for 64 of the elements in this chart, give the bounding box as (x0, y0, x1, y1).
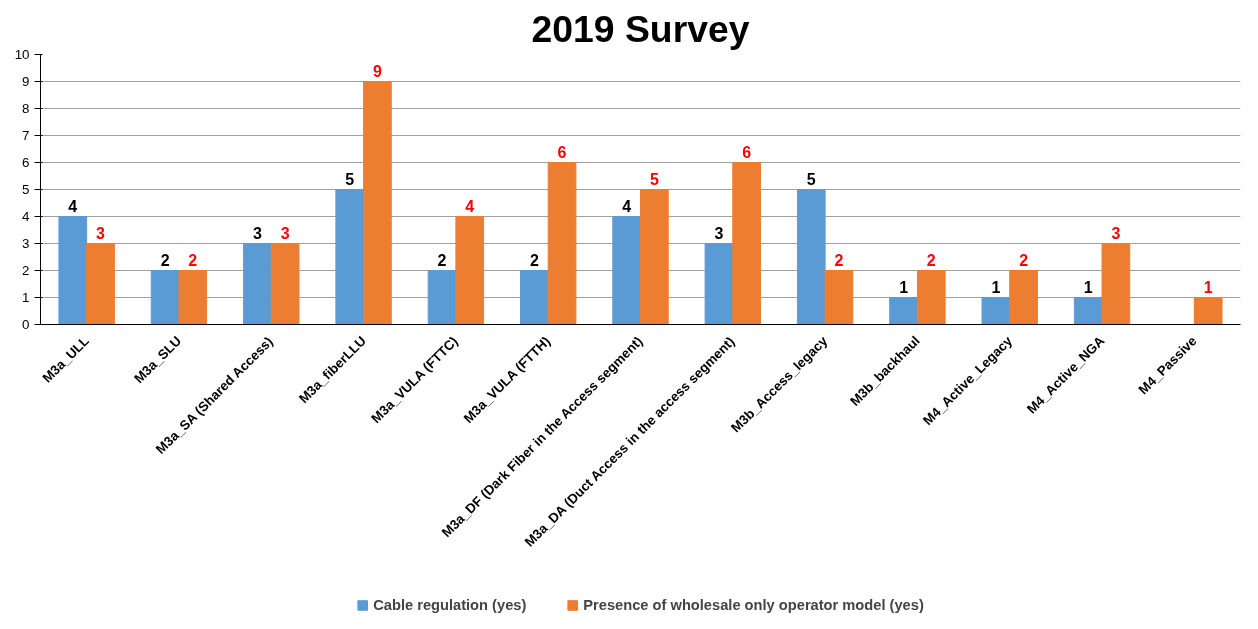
data-label: 2 (834, 251, 844, 269)
bar (178, 270, 208, 325)
data-label: 6 (742, 143, 752, 161)
data-label: 3 (280, 224, 290, 242)
bar (1193, 297, 1223, 325)
legend-label: Presence of wholesale only operator model (yes) (583, 597, 924, 613)
bar (335, 189, 365, 325)
bar (86, 243, 115, 325)
bar (363, 81, 392, 325)
data-label: 2 (160, 251, 170, 269)
y-tick-label: 10 (14, 47, 30, 62)
bar (824, 270, 854, 325)
data-label: 3 (96, 224, 106, 242)
bar (427, 270, 457, 325)
legend-label: Cable regulation (yes) (373, 597, 527, 613)
y-tick-label: 7 (22, 128, 30, 143)
bar (270, 243, 300, 325)
bar (1101, 243, 1131, 325)
data-label: 3 (252, 224, 262, 242)
data-label: 6 (557, 143, 567, 161)
y-tick-label: 3 (22, 236, 30, 251)
data-label: 2 (926, 251, 936, 269)
bar (732, 162, 761, 325)
data-label: 3 (1111, 224, 1121, 242)
chart-title: 2019 Survey (531, 7, 750, 50)
data-label: 3 (714, 224, 724, 242)
data-label: 1 (1203, 278, 1213, 296)
bar (520, 270, 549, 325)
data-label: 1 (899, 278, 909, 296)
data-label: 2 (1019, 251, 1029, 269)
y-tick-label: 1 (22, 290, 30, 305)
data-label: 2 (437, 251, 447, 269)
y-tick-label: 5 (22, 182, 30, 197)
bar (547, 162, 577, 325)
bar (916, 270, 946, 325)
bar (796, 189, 826, 325)
y-tick-label: 4 (22, 209, 31, 224)
data-label: 2 (529, 251, 539, 269)
bar (1009, 270, 1038, 325)
data-label: 5 (806, 170, 816, 188)
bar (612, 216, 641, 325)
y-tick-label: 2 (22, 263, 30, 278)
data-label: 4 (465, 197, 475, 215)
y-tick-label: 8 (22, 101, 30, 116)
bar (640, 189, 669, 325)
bar (889, 297, 918, 325)
y-tick-label: 6 (22, 155, 30, 170)
data-label: 4 (68, 197, 78, 215)
bar (704, 243, 734, 325)
bar (243, 243, 272, 325)
data-label: 5 (649, 170, 659, 188)
data-label: 9 (372, 62, 382, 80)
bar (981, 297, 1011, 325)
y-tick-label: 9 (22, 74, 30, 89)
bar (58, 216, 88, 325)
y-tick-label: 0 (22, 317, 30, 332)
bar (455, 216, 485, 325)
data-label: 2 (188, 251, 198, 269)
data-label: 5 (345, 170, 355, 188)
data-label: 4 (622, 197, 632, 215)
data-label: 1 (991, 278, 1001, 296)
data-label: 1 (1083, 278, 1093, 296)
bar (1073, 297, 1103, 325)
bar (150, 270, 180, 325)
